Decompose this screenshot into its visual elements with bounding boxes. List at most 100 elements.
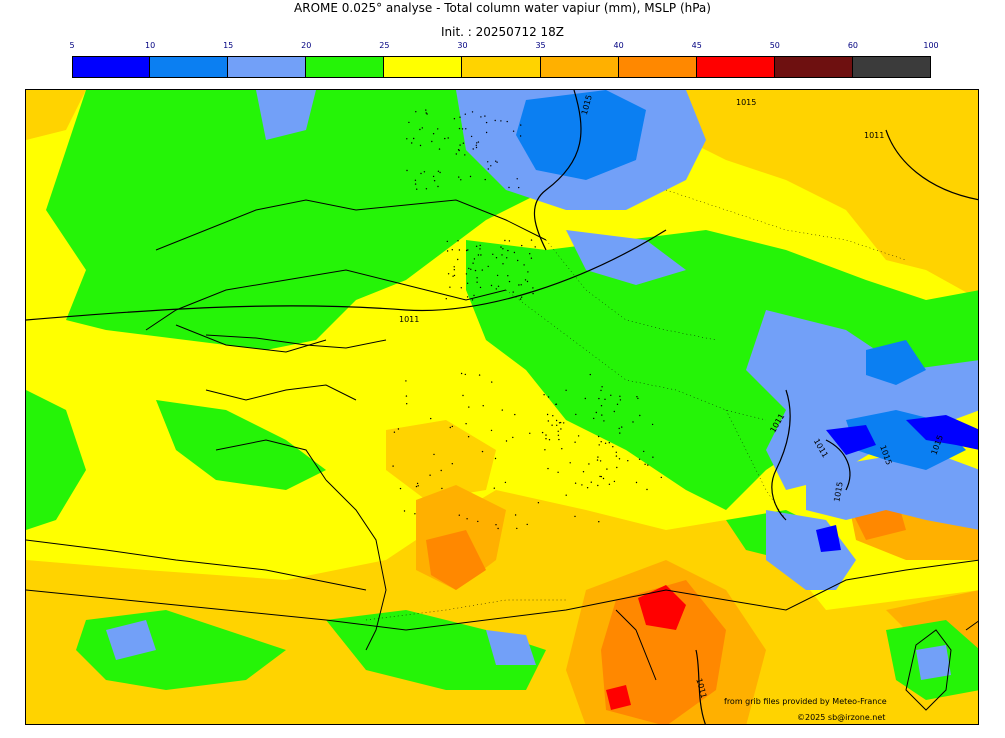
precip-dot bbox=[529, 253, 531, 255]
precip-dot bbox=[431, 140, 433, 143]
legend-tick-label: 100 bbox=[923, 41, 939, 50]
data-source-credit: from grib files provided by Meteo-France bbox=[724, 697, 887, 706]
precip-dot bbox=[433, 453, 435, 456]
precip-dot bbox=[524, 279, 527, 281]
precip-dot bbox=[484, 115, 486, 117]
precip-dot bbox=[464, 154, 466, 156]
precip-dot bbox=[468, 267, 470, 270]
precip-dot bbox=[465, 273, 468, 275]
precip-dot bbox=[526, 280, 529, 283]
legend-tick-label: 15 bbox=[223, 41, 234, 50]
precip-dot bbox=[441, 487, 443, 490]
precip-dot bbox=[500, 120, 502, 122]
precip-dot bbox=[464, 113, 466, 115]
precip-dot bbox=[588, 463, 590, 465]
precip-dot bbox=[520, 284, 522, 286]
precip-dot bbox=[403, 510, 406, 512]
precip-dot bbox=[429, 474, 431, 476]
precip-dot bbox=[551, 424, 553, 426]
precip-dot bbox=[652, 456, 654, 458]
precip-dot bbox=[520, 124, 522, 126]
precip-dot bbox=[586, 487, 589, 489]
precip-dot bbox=[604, 398, 606, 400]
precip-dot bbox=[604, 442, 607, 444]
precip-dot bbox=[615, 451, 617, 453]
precip-dot bbox=[470, 135, 473, 138]
precip-dot bbox=[527, 271, 529, 273]
legend-frame bbox=[72, 56, 931, 78]
precip-dot bbox=[502, 263, 504, 265]
precip-dot bbox=[530, 239, 533, 241]
legend-tick-label: 30 bbox=[457, 41, 468, 50]
precip-dot bbox=[546, 413, 549, 416]
precip-dot bbox=[520, 296, 523, 298]
precip-dot bbox=[552, 415, 554, 417]
precip-dot bbox=[526, 523, 528, 526]
precip-dot bbox=[446, 250, 449, 252]
precip-dot bbox=[548, 439, 551, 441]
precip-dot bbox=[555, 419, 558, 422]
precip-dot bbox=[494, 119, 496, 122]
precip-dot bbox=[495, 288, 497, 290]
precip-dot bbox=[460, 372, 463, 375]
precip-dot bbox=[457, 240, 459, 242]
precip-dot bbox=[602, 477, 605, 480]
precip-dot bbox=[457, 258, 459, 261]
precip-dot bbox=[474, 269, 477, 272]
precip-dot bbox=[465, 249, 468, 252]
precip-dot bbox=[496, 274, 499, 277]
precip-dot bbox=[512, 291, 514, 293]
legend-swatch bbox=[306, 56, 385, 78]
precip-dot bbox=[453, 269, 455, 271]
precip-dot bbox=[477, 520, 479, 523]
precip-dot bbox=[416, 482, 419, 485]
legend-tick-label: 35 bbox=[535, 41, 546, 50]
precip-dot bbox=[601, 414, 603, 416]
precip-dot bbox=[438, 148, 441, 150]
isobar-label: 1011 bbox=[399, 315, 419, 324]
precip-dot bbox=[480, 254, 482, 256]
precip-dot bbox=[437, 128, 439, 130]
precip-dot bbox=[615, 455, 618, 457]
precip-dot bbox=[512, 130, 515, 132]
precip-dot bbox=[505, 440, 508, 442]
precip-dot bbox=[495, 257, 498, 259]
precip-dot bbox=[417, 485, 419, 487]
precip-dot bbox=[508, 186, 510, 189]
precip-dot bbox=[547, 420, 549, 422]
precip-dot bbox=[479, 286, 482, 289]
precip-dot bbox=[472, 148, 474, 150]
precip-dot bbox=[559, 421, 562, 424]
coastlines bbox=[26, 199, 978, 711]
precip-dot bbox=[414, 179, 417, 181]
precip-dot bbox=[530, 257, 533, 259]
precip-dot bbox=[543, 394, 545, 396]
precip-dot bbox=[504, 239, 506, 242]
precip-dot bbox=[458, 176, 460, 178]
precip-dot bbox=[406, 403, 408, 405]
precip-dot bbox=[582, 471, 585, 473]
precip-dot bbox=[415, 111, 417, 113]
precip-dot bbox=[516, 527, 518, 530]
precip-dot bbox=[481, 269, 483, 271]
precip-dot bbox=[514, 413, 516, 416]
legend-swatch bbox=[150, 56, 229, 78]
precip-dot bbox=[603, 420, 605, 422]
precip-dot bbox=[460, 287, 462, 289]
legend-swatch bbox=[540, 56, 619, 78]
precip-dot bbox=[569, 462, 571, 464]
precip-dot bbox=[466, 296, 469, 298]
precip-dot bbox=[556, 424, 558, 426]
precip-dot bbox=[512, 436, 514, 439]
precip-dot bbox=[561, 448, 563, 450]
precip-dot bbox=[497, 527, 499, 530]
precip-dot bbox=[419, 144, 422, 147]
init-time: Init. : 20250712 18Z bbox=[440, 25, 565, 39]
precip-dot bbox=[453, 118, 456, 120]
precip-dot bbox=[464, 373, 466, 376]
precip-dot bbox=[643, 450, 645, 453]
precip-dot bbox=[619, 432, 621, 434]
precip-dot bbox=[523, 264, 525, 266]
map-panel: 1015 1011 1011 1011 1011 1015 1015 1015 … bbox=[25, 89, 979, 725]
precip-dot bbox=[466, 518, 468, 520]
